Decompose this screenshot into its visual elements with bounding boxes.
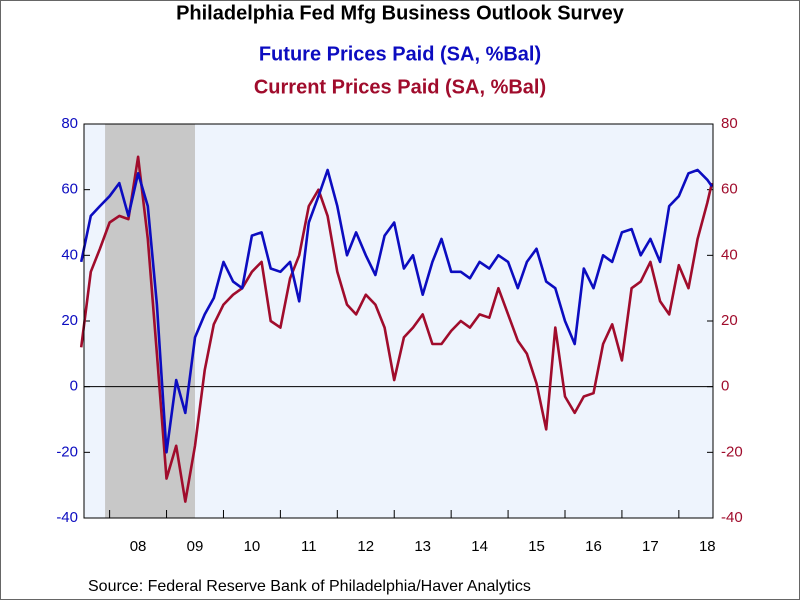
x-tick-label: 12 bbox=[357, 538, 374, 555]
series-line bbox=[79, 155, 714, 503]
y2-tick-label: 80 bbox=[721, 115, 738, 132]
x-tick-label: 10 bbox=[244, 538, 261, 555]
y2-tick-label: -20 bbox=[721, 443, 743, 460]
y-tick-label: 0 bbox=[70, 378, 78, 395]
plot-border bbox=[83, 123, 714, 519]
y2-tick-label: 0 bbox=[721, 378, 729, 395]
x-tick-label: 09 bbox=[187, 538, 204, 555]
y-tick-label: 20 bbox=[61, 312, 78, 329]
y2-tick-label: 60 bbox=[721, 181, 738, 198]
x-tick-label: 15 bbox=[528, 538, 545, 555]
y-tick-label: 80 bbox=[61, 115, 78, 132]
x-tick-label: 17 bbox=[642, 538, 659, 555]
y2-tick-label: 20 bbox=[721, 312, 738, 329]
y2-tick-label: 40 bbox=[721, 246, 738, 263]
y-tick-label: -40 bbox=[56, 509, 78, 526]
x-tick-label: 18 bbox=[699, 538, 716, 555]
chart-title: Philadelphia Fed Mfg Business Outlook Su… bbox=[176, 2, 625, 24]
source: Source: Federal Reserve Bank of Philadel… bbox=[88, 578, 531, 595]
x-tick-label: 14 bbox=[471, 538, 488, 555]
x-tick-label: 08 bbox=[130, 538, 147, 555]
y-tick-label: 40 bbox=[61, 246, 78, 263]
x-tick-label: 11 bbox=[301, 538, 317, 555]
y-tick-label: 60 bbox=[61, 181, 78, 198]
series-line bbox=[79, 168, 713, 454]
y-tick-label: -20 bbox=[56, 443, 78, 460]
y2-tick-label: -40 bbox=[721, 509, 743, 526]
x-tick-label: 13 bbox=[414, 538, 431, 555]
x-tick-label: 16 bbox=[585, 538, 602, 555]
legend-entry: Future Prices Paid (SA, %Bal) bbox=[259, 43, 541, 65]
legend-entry: Current Prices Paid (SA, %Bal) bbox=[254, 76, 546, 98]
